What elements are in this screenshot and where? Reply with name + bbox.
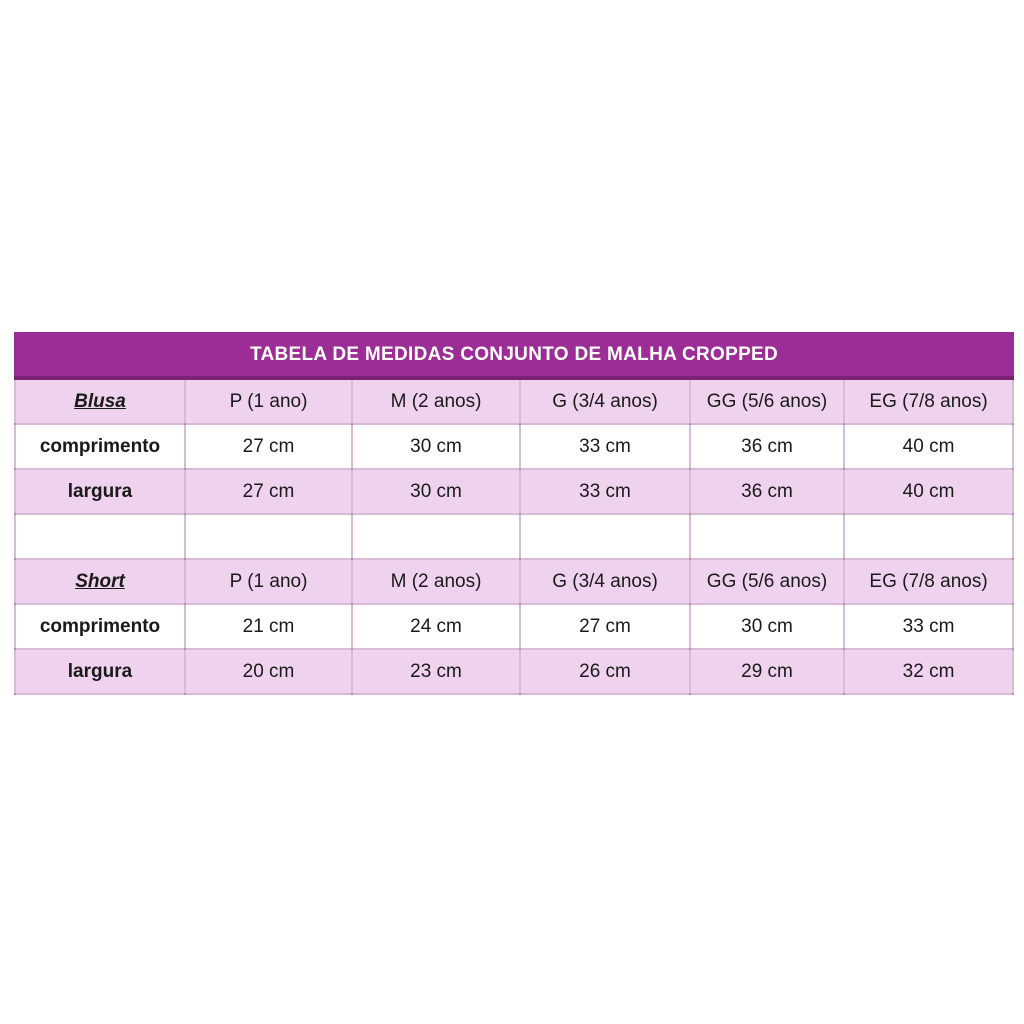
empty-cell <box>689 513 845 560</box>
chart-title-row: TABELA DE MEDIDAS CONJUNTO DE MALHA CROP… <box>13 332 1015 380</box>
row-label: comprimento <box>14 603 186 650</box>
measurement-cell: 40 cm <box>842 468 1015 515</box>
short-comprimento-row: comprimento 21 cm 24 cm 27 cm 30 cm 33 c… <box>14 603 1015 650</box>
blusa-header-row: Blusa P (1 ano) M (2 anos) G (3/4 anos) … <box>14 377 1015 425</box>
chart-title: TABELA DE MEDIDAS CONJUNTO DE MALHA CROP… <box>13 332 1015 380</box>
section-name-blusa: Blusa <box>14 377 186 425</box>
measurement-cell: 36 cm <box>689 468 845 515</box>
measurement-cell: 27 cm <box>184 423 353 470</box>
size-header-cell: EG (7/8 anos) <box>842 558 1015 605</box>
empty-cell <box>519 513 691 560</box>
measurement-cell: 32 cm <box>842 648 1015 695</box>
size-header-cell: G (3/4 anos) <box>519 377 691 425</box>
measurement-cell: 30 cm <box>689 603 845 650</box>
section-name-short: Short <box>14 558 186 605</box>
size-header-cell: M (2 anos) <box>351 558 521 605</box>
short-largura-row: largura 20 cm 23 cm 26 cm 29 cm 32 cm <box>14 648 1015 695</box>
row-label: comprimento <box>14 423 186 470</box>
size-header-cell: G (3/4 anos) <box>519 558 691 605</box>
spacer-row <box>14 513 1015 560</box>
short-header-row: Short P (1 ano) M (2 anos) G (3/4 anos) … <box>14 558 1015 605</box>
measurement-cell: 21 cm <box>184 603 353 650</box>
measurement-cell: 33 cm <box>519 423 691 470</box>
blusa-comprimento-row: comprimento 27 cm 30 cm 33 cm 36 cm 40 c… <box>14 423 1015 470</box>
measurement-cell: 36 cm <box>689 423 845 470</box>
size-header-cell: EG (7/8 anos) <box>842 377 1015 425</box>
measurement-cell: 33 cm <box>842 603 1015 650</box>
size-header-cell: P (1 ano) <box>184 558 353 605</box>
measurement-cell: 20 cm <box>184 648 353 695</box>
measurement-cell: 33 cm <box>519 468 691 515</box>
size-header-cell: M (2 anos) <box>351 377 521 425</box>
empty-cell <box>351 513 521 560</box>
measurement-cell: 40 cm <box>842 423 1015 470</box>
measurement-cell: 27 cm <box>184 468 353 515</box>
empty-cell <box>842 513 1015 560</box>
row-label: largura <box>14 648 186 695</box>
measurement-cell: 29 cm <box>689 648 845 695</box>
empty-cell <box>184 513 353 560</box>
measurement-cell: 23 cm <box>351 648 521 695</box>
size-header-cell: GG (5/6 anos) <box>689 558 845 605</box>
measurement-cell: 30 cm <box>351 468 521 515</box>
size-header-cell: P (1 ano) <box>184 377 353 425</box>
measurement-cell: 24 cm <box>351 603 521 650</box>
measurement-cell: 27 cm <box>519 603 691 650</box>
empty-cell <box>14 513 186 560</box>
measurement-cell: 30 cm <box>351 423 521 470</box>
size-header-cell: GG (5/6 anos) <box>689 377 845 425</box>
size-chart-table: TABELA DE MEDIDAS CONJUNTO DE MALHA CROP… <box>13 332 1015 695</box>
row-label: largura <box>14 468 186 515</box>
measurement-cell: 26 cm <box>519 648 691 695</box>
blusa-largura-row: largura 27 cm 30 cm 33 cm 36 cm 40 cm <box>14 468 1015 515</box>
